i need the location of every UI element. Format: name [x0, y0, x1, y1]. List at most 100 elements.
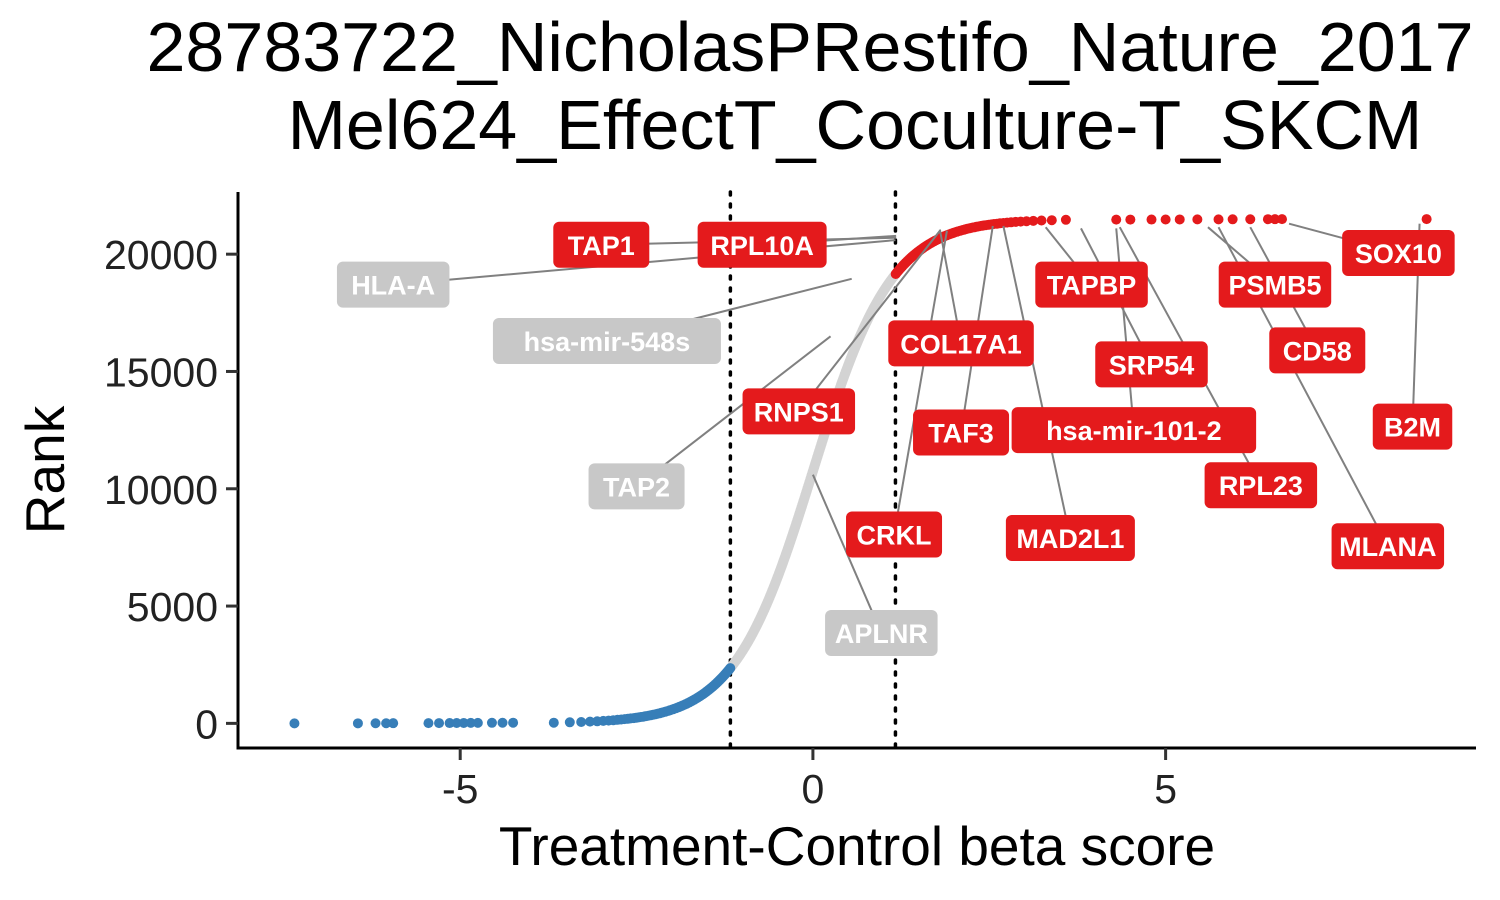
- depleted-point-2: [352, 718, 363, 729]
- y-tick-label: 20000: [104, 232, 218, 278]
- gene-label-box: [588, 463, 685, 510]
- y-tick-label: 0: [195, 701, 218, 747]
- gene-label-box: [742, 388, 856, 435]
- x-tick-label: 0: [802, 766, 825, 812]
- gene-label-box: [1095, 341, 1208, 388]
- gene-label-mlana: MLANA: [1331, 523, 1445, 570]
- gene-label-box: [1372, 403, 1453, 450]
- depleted-point-11: [465, 717, 476, 728]
- gene-label-text: SRP54: [1109, 350, 1195, 380]
- gene-label-text: RPL23: [1219, 471, 1303, 501]
- enriched-point-3: [1146, 214, 1157, 225]
- gene-label-box: [1035, 261, 1148, 308]
- gene-label-text: CD58: [1283, 336, 1352, 366]
- gene-label-rpl23: RPL23: [1204, 462, 1318, 509]
- enriched-point-12: [1277, 214, 1288, 225]
- gene-label-text: CRKL: [857, 521, 932, 551]
- gene-label-text: RNPS1: [754, 397, 844, 427]
- x-tick-label: 5: [1154, 766, 1177, 812]
- enriched-point-9: [1245, 214, 1256, 225]
- depleted-point-1: [289, 718, 300, 729]
- gene-label-box: [913, 409, 1010, 456]
- gene-label-sox10: SOX10: [1342, 229, 1455, 276]
- depleted-points: [289, 663, 736, 729]
- gene-label-rnps1: RNPS1: [742, 388, 856, 435]
- gene-label-text: HLA-A: [351, 271, 435, 301]
- enriched-point-10: [1262, 214, 1273, 225]
- depleted-point-8: [444, 718, 455, 729]
- threshold-lines: [728, 190, 898, 750]
- gene-label-aplnr: APLNR: [825, 610, 938, 657]
- depleted-point-3: [370, 718, 381, 729]
- y-tick-label: 15000: [104, 349, 218, 395]
- chart-title-line-2: Mel624_EffectT_Coculture-T_SKCM: [287, 86, 1423, 164]
- enriched-point-7: [1213, 214, 1224, 225]
- gene-label-text: MAD2L1: [1016, 524, 1124, 554]
- gene-label-box: [1218, 261, 1332, 308]
- y-tick-label: 5000: [127, 584, 218, 630]
- gene-label-taf3: TAF3: [913, 409, 1010, 456]
- gene-label-box: [553, 221, 650, 268]
- gene-label-hsa-mir-101-2: hsa-mir-101-2: [1011, 407, 1257, 454]
- connector-tap2: [635, 335, 832, 488]
- enriched-point-2: [1125, 214, 1136, 225]
- y-axis-title: Rank: [14, 405, 76, 534]
- connector-crkl: [893, 230, 948, 535]
- gene-label-text: MLANA: [1339, 532, 1436, 562]
- gene-label-box: [1005, 515, 1135, 562]
- gene-label-box: [697, 221, 827, 268]
- gene-label-box: [888, 320, 1034, 367]
- x-tick-label: -5: [442, 766, 478, 812]
- gene-label-text: TAP2: [603, 472, 670, 502]
- gene-label-text: SOX10: [1355, 239, 1442, 269]
- gene-labels: TAP1 RPL10A HLA-A hsa-mir-548s TAP2 RNPS1 APLN…: [336, 221, 1455, 657]
- depleted-point-12: [472, 717, 483, 728]
- gene-label-psmb5: PSMB5: [1218, 261, 1332, 308]
- chart-title-line-1: 28783722_NicholasPRestifo_Nature_2017: [146, 8, 1474, 86]
- gene-label-box: [1204, 462, 1318, 509]
- gene-label-box: [825, 610, 938, 657]
- depleted-point-10: [458, 717, 469, 728]
- gene-label-text: COL17A1: [900, 329, 1022, 359]
- depleted-point-5: [388, 718, 399, 729]
- gene-label-box: [1011, 407, 1257, 454]
- gene-label-box: [1269, 327, 1366, 374]
- gene-label-text: APLNR: [835, 619, 928, 649]
- gene-label-tap2: TAP2: [588, 463, 685, 510]
- depleted-point-14: [497, 717, 508, 728]
- gene-label-box: [1331, 523, 1445, 570]
- gene-label-text: hsa-mir-548s: [524, 327, 691, 357]
- connector-hsa-mir-101-2: [1115, 228, 1135, 431]
- axes: -5 0 5 0 5000 10000 15000 20000: [104, 192, 1476, 812]
- depleted-point-4: [381, 718, 392, 729]
- enriched-point-1: [1111, 214, 1122, 225]
- x-axis-title: Treatment-Control beta score: [499, 815, 1215, 877]
- gene-label-hsa-mir-548s: hsa-mir-548s: [492, 317, 721, 364]
- depleted-curve: [548, 663, 736, 728]
- gene-label-hla-a: HLA-A: [336, 261, 450, 308]
- enriched-point-5: [1174, 214, 1185, 225]
- gene-label-crkl: CRKL: [846, 511, 943, 558]
- depleted-point-13: [486, 717, 497, 728]
- depleted-point-9: [451, 717, 462, 728]
- gene-label-box: [846, 511, 943, 558]
- gene-label-tapbp: TAPBP: [1035, 261, 1148, 308]
- enriched-point-4: [1160, 214, 1171, 225]
- enriched-point-13: [1421, 214, 1432, 225]
- gene-label-rpl10a: RPL10A: [697, 221, 827, 268]
- gene-label-text: PSMB5: [1228, 271, 1321, 301]
- gene-label-text: TAP1: [568, 231, 635, 261]
- gene-label-text: hsa-mir-101-2: [1046, 416, 1222, 446]
- connector-rnps1: [798, 230, 941, 412]
- gene-label-b2m: B2M: [1372, 403, 1453, 450]
- connector-mad2l1: [1002, 225, 1072, 539]
- gene-label-cd58: CD58: [1269, 327, 1366, 374]
- gene-label-col17a1: COL17A1: [888, 320, 1034, 367]
- depleted-point-15: [508, 717, 519, 728]
- gene-label-srp54: SRP54: [1095, 341, 1208, 388]
- enriched-point-11: [1269, 214, 1280, 225]
- gene-label-box: [336, 261, 450, 308]
- gene-label-text: RPL10A: [710, 231, 814, 261]
- gene-label-tap1: TAP1: [553, 221, 650, 268]
